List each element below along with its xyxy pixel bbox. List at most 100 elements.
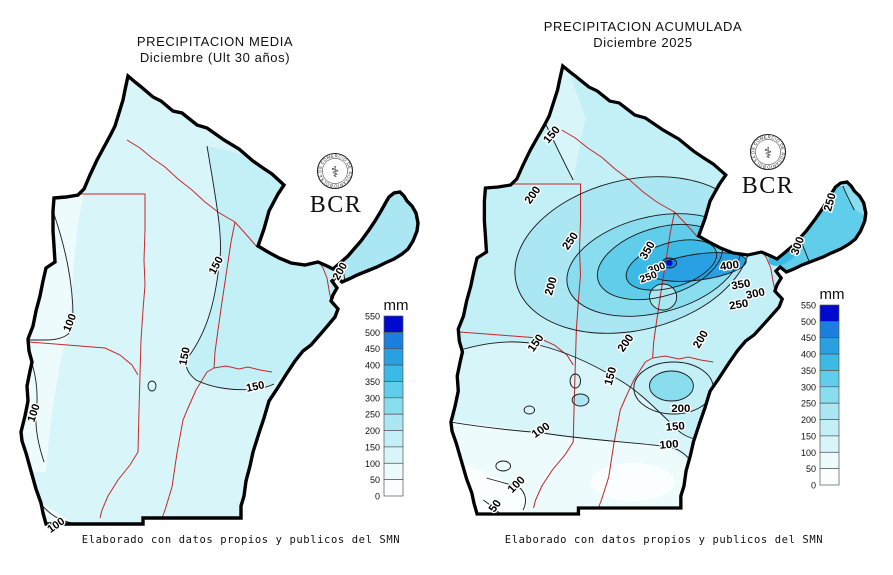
bcr-seal-icon	[749, 133, 787, 171]
legend-tick: 350	[365, 377, 380, 387]
left-fill-arm-200plus	[338, 192, 418, 282]
legend-tick: 350	[801, 366, 816, 376]
province-border	[597, 211, 714, 509]
province-border	[77, 193, 146, 519]
right-map-title: PRECIPITACION ACUMULADA	[544, 19, 742, 34]
bcr-logo: BOLSA DE COMERCIO DE ROSARIO ⚕ BCR	[310, 152, 361, 218]
legend-tick: 500	[365, 328, 380, 338]
legend-cell	[383, 397, 404, 415]
legend-cell	[819, 353, 840, 371]
contour-small-oval	[569, 373, 581, 389]
contour-label: 100	[659, 438, 679, 451]
legend-cell	[383, 430, 404, 448]
province-border	[161, 221, 273, 519]
bcr-seal-inner-ring	[322, 158, 348, 184]
legend-tick: 150	[801, 431, 816, 441]
left-legend: mm 550 500 450 400 350 300 250 200 150 1…	[365, 297, 409, 502]
contour-line-150	[185, 145, 275, 391]
contour-label: 150	[665, 420, 685, 433]
legend-tick: 300	[801, 382, 816, 392]
contour-label: 350	[730, 278, 751, 293]
province-border	[28, 341, 139, 376]
left-map: PRECIPITACION MEDIA Diciembre (Ult 30 añ…	[19, 34, 420, 546]
bcr-wordmark: BCR	[742, 173, 795, 199]
left-footer: Elaborado con datos propios y publicos d…	[82, 534, 400, 546]
legend-tick: 300	[365, 393, 380, 403]
legend-cell	[383, 381, 404, 399]
legend-tick: 400	[801, 350, 816, 360]
right-legend: mm 550 500 450 400 350 300 250 200 150 1…	[801, 286, 845, 491]
right-map-fills	[450, 66, 866, 514]
contour-small-oval	[495, 460, 511, 472]
province-border	[459, 331, 574, 366]
legend-tick: 550	[365, 312, 380, 322]
province-border	[126, 139, 258, 248]
legend-cell	[819, 337, 840, 355]
contour-line-100	[486, 477, 526, 511]
legend-tick: 100	[801, 448, 816, 458]
contour-ring-local-min	[649, 283, 678, 311]
right-fill-arm-250-300	[776, 186, 866, 272]
contour-closed-oval	[147, 380, 157, 392]
legend-cell	[819, 370, 840, 388]
legend-tick: 450	[365, 344, 380, 354]
legend-tick: 0	[811, 481, 816, 491]
legend-cell	[383, 446, 404, 464]
bcr-seal-inner-ring	[755, 139, 781, 165]
contour-ring-450	[661, 257, 678, 269]
contour-small-oval	[523, 405, 536, 415]
right-fill-arm-tip-200-250	[842, 183, 866, 216]
legend-tick: 550	[801, 301, 816, 311]
left-map-title: PRECIPITACION MEDIA	[137, 34, 293, 49]
contour-ring-se-max	[649, 370, 694, 402]
legend-tick: 200	[365, 426, 380, 436]
legend-tick: 50	[806, 464, 816, 474]
contour-line-100	[29, 213, 74, 341]
contour-label: 250	[822, 192, 839, 213]
legend-unit: mm	[384, 297, 409, 314]
right-map-chrome: PRECIPITACION ACUMULADA Diciembre 2025 B…	[505, 19, 845, 546]
right-map-subtitle: Diciembre 2025	[593, 35, 692, 50]
legend-tick: 50	[370, 475, 380, 485]
contour-line-100	[27, 351, 45, 463]
province-border	[509, 183, 582, 509]
contour-label: 300	[745, 286, 766, 301]
legend-cell	[383, 348, 404, 366]
contour-ring-400	[650, 252, 747, 282]
legend-tick: 450	[801, 333, 816, 343]
contour-label: 150	[245, 379, 265, 395]
contour-line-150	[460, 341, 703, 440]
legend-tick: 0	[375, 492, 380, 502]
legend-cell	[383, 332, 404, 350]
legend-cell	[383, 315, 404, 333]
legend-cell	[383, 364, 404, 382]
left-map-subtitle: Diciembre (Ult 30 años)	[140, 50, 290, 65]
legend-cell	[819, 402, 840, 420]
legend-cell	[819, 435, 840, 453]
legend-tick: 100	[365, 459, 380, 469]
bcr-logo: BOLSA DE COMERCIO DE ROSARIO ⚕ BCR	[742, 133, 795, 199]
contour-line-100	[450, 421, 693, 465]
legend-cell	[819, 386, 840, 404]
legend-tick: 200	[801, 415, 816, 425]
caduceus-icon: ⚕	[331, 164, 339, 181]
legend-cell	[819, 321, 840, 339]
contour-label: 400	[719, 259, 740, 273]
left-map-fills	[21, 76, 418, 524]
legend-cell	[383, 413, 404, 431]
province-border	[561, 129, 698, 238]
right-footer: Elaborado con datos propios y publicos d…	[505, 534, 823, 546]
bcr-seal-icon	[316, 152, 354, 190]
contour-small-oval	[571, 393, 590, 407]
legend-unit: mm	[820, 286, 845, 303]
province-border	[760, 249, 776, 291]
legend-cell	[819, 304, 840, 322]
right-fill-se-local-max	[649, 371, 694, 401]
legend-tick: 150	[365, 442, 380, 452]
legend-cell	[819, 468, 840, 486]
right-fill-small-oval	[572, 394, 589, 406]
legend-tick: 500	[801, 317, 816, 327]
contour-line-arm-250	[842, 185, 855, 211]
